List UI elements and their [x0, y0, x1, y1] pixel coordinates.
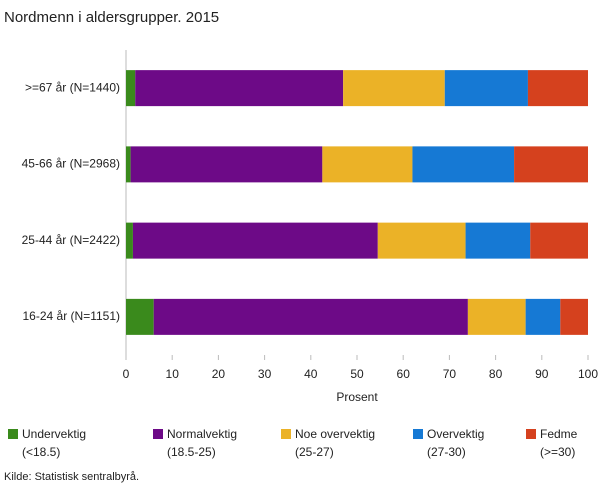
legend-sublabel: (>=30) — [540, 445, 575, 459]
bar-segment — [135, 70, 344, 107]
x-tick-label: 90 — [535, 367, 549, 381]
x-tick-label: 10 — [166, 367, 180, 381]
bar-segment — [525, 298, 561, 335]
legend-sublabel: (25-27) — [295, 445, 334, 459]
legend-swatch — [8, 429, 18, 439]
x-tick-label: 50 — [350, 367, 364, 381]
x-axis-label: Prosent — [336, 390, 378, 404]
bar-segment — [153, 298, 468, 335]
bar-segment — [467, 298, 526, 335]
bar-segment — [322, 146, 413, 183]
x-tick-label: 40 — [304, 367, 318, 381]
x-tick-label: 20 — [212, 367, 226, 381]
bar-segment — [130, 146, 323, 183]
legend-swatch — [153, 429, 163, 439]
legend-label: Undervektig — [22, 427, 86, 441]
x-tick-label: 60 — [397, 367, 411, 381]
bar-segment — [343, 70, 445, 107]
source: Kilde: Statistisk sentralbyrå. — [4, 471, 139, 483]
legend-label: Overvektig — [427, 427, 484, 441]
x-tick-label: 30 — [258, 367, 272, 381]
x-tick-label: 0 — [123, 367, 130, 381]
legend-sublabel: (<18.5) — [22, 445, 60, 459]
legend-label: Normalvektig — [167, 427, 237, 441]
y-tick-label: 45-66 år (N=2968) — [22, 157, 120, 171]
y-tick-label: >=67 år (N=1440) — [25, 80, 120, 94]
bar-segment — [514, 146, 588, 183]
bar-segment — [530, 222, 588, 259]
chart-title: Nordmenn i aldersgrupper. 2015 — [4, 9, 219, 26]
legend-sublabel: (27-30) — [427, 445, 466, 459]
bar-segment — [126, 70, 136, 107]
bar-segment — [126, 298, 154, 335]
y-tick-label: 25-44 år (N=2422) — [22, 233, 120, 247]
bar-segment — [126, 222, 133, 259]
legend-swatch — [526, 429, 536, 439]
legend-swatch — [413, 429, 423, 439]
x-tick-label: 70 — [443, 367, 457, 381]
bar-segment — [132, 222, 378, 259]
x-tick-label: 100 — [578, 367, 598, 381]
bar-segment — [465, 222, 531, 259]
bar-segment — [126, 146, 131, 183]
bar-segment — [527, 70, 588, 107]
legend-label: Fedme — [540, 427, 578, 441]
x-tick-label: 80 — [489, 367, 503, 381]
bar-segment — [412, 146, 515, 183]
legend-label: Noe overvektig — [295, 427, 375, 441]
bar-segment — [377, 222, 466, 259]
legend-sublabel: (18.5-25) — [167, 445, 216, 459]
bar-segment — [444, 70, 528, 107]
legend-swatch — [281, 429, 291, 439]
y-tick-label: 16-24 år (N=1151) — [23, 309, 121, 323]
bar-segment — [560, 298, 588, 335]
